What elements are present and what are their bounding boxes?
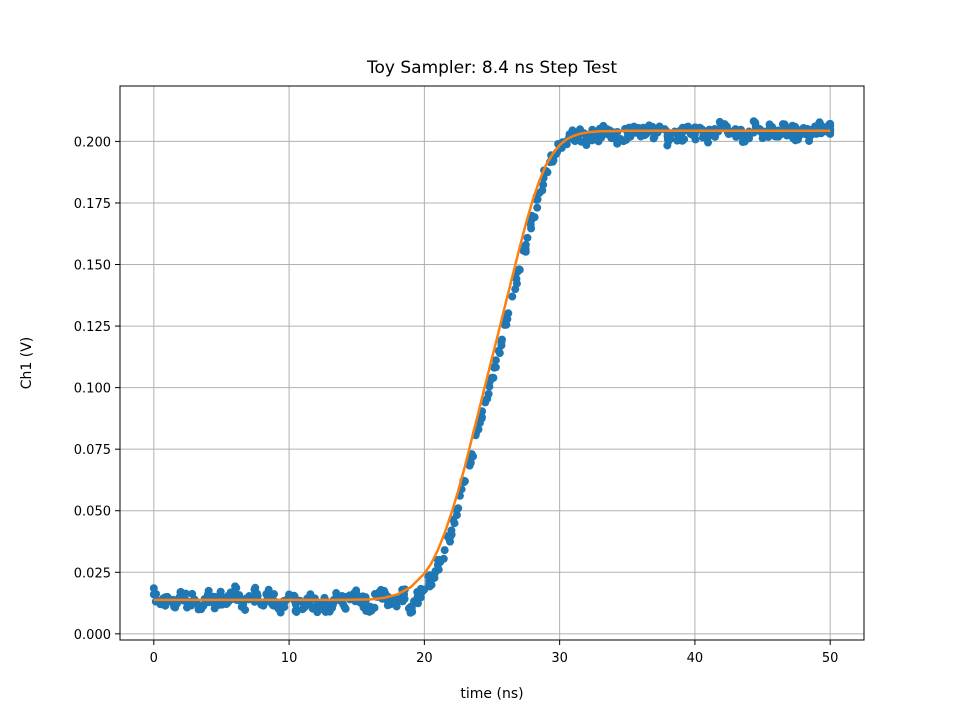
y-tick-label: 0.150 xyxy=(74,259,111,274)
data-point xyxy=(485,382,494,391)
data-point xyxy=(430,573,439,582)
data-point xyxy=(533,203,542,212)
x-tick-label: 20 xyxy=(416,651,433,666)
data-point xyxy=(152,589,161,598)
data-point xyxy=(289,591,298,600)
data-point xyxy=(460,477,469,486)
data-point xyxy=(543,168,552,177)
data-point xyxy=(576,125,585,134)
data-point xyxy=(538,186,547,195)
data-point xyxy=(495,349,504,358)
measured-samples xyxy=(149,117,835,617)
x-axis-label: time (ns) xyxy=(460,686,523,702)
data-point xyxy=(259,601,268,610)
data-point xyxy=(583,132,592,141)
x-tick-label: 0 xyxy=(150,651,158,666)
y-axis-label: Ch1 (V) xyxy=(19,337,35,390)
data-point xyxy=(738,131,747,140)
data-point xyxy=(413,599,422,608)
data-point xyxy=(439,554,448,563)
data-point xyxy=(270,590,279,599)
data-point xyxy=(370,603,379,612)
data-point xyxy=(569,127,578,136)
y-tick-label: 0.200 xyxy=(74,135,111,150)
data-point xyxy=(765,120,774,129)
data-point xyxy=(527,224,536,233)
fit-curve xyxy=(153,129,831,602)
plot-frame xyxy=(119,85,865,641)
data-point xyxy=(452,511,461,520)
data-point xyxy=(624,131,633,140)
data-point xyxy=(720,120,729,129)
data-point xyxy=(253,592,262,601)
y-tick-label: 0.075 xyxy=(74,443,111,458)
y-tick-label: 0.025 xyxy=(74,566,111,581)
data-point xyxy=(434,565,443,574)
data-point xyxy=(469,452,478,461)
data-point xyxy=(680,135,689,144)
data-point xyxy=(704,138,713,147)
data-point xyxy=(806,131,815,140)
data-point xyxy=(400,594,409,603)
data-point xyxy=(758,134,767,143)
data-point xyxy=(407,603,416,612)
data-point xyxy=(745,134,754,143)
x-tick-label: 30 xyxy=(551,651,568,666)
data-point xyxy=(497,341,506,350)
data-point xyxy=(204,586,213,595)
data-point xyxy=(508,292,517,301)
data-point xyxy=(173,599,182,608)
data-point xyxy=(502,320,511,329)
data-point xyxy=(491,356,500,365)
data-point xyxy=(666,134,675,143)
x-tick-label: 50 xyxy=(822,651,839,666)
data-point xyxy=(340,603,349,612)
x-axis: 0 10 20 30 40 50 xyxy=(150,640,839,666)
data-point xyxy=(241,605,250,614)
data-point xyxy=(224,591,233,600)
data-point xyxy=(793,135,802,144)
data-point xyxy=(691,135,700,144)
data-point xyxy=(489,373,498,382)
chart-title: Toy Sampler: 8.4 ns Step Test xyxy=(366,58,617,78)
fit-line xyxy=(153,129,831,602)
x-tick-label: 10 xyxy=(281,651,298,666)
data-point xyxy=(738,137,747,146)
x-tick-label: 40 xyxy=(687,651,704,666)
data-point xyxy=(483,394,492,403)
y-tick-label: 0.000 xyxy=(74,628,111,643)
data-point xyxy=(232,583,241,592)
data-point xyxy=(515,265,524,274)
y-axis: 0.000 0.025 0.050 0.075 0.100 0.125 0.150 0.175… xyxy=(74,135,120,643)
data-point xyxy=(447,530,456,539)
data-point xyxy=(521,240,530,249)
data-point xyxy=(450,519,459,528)
data-point xyxy=(497,335,506,344)
y-tick-label: 0.175 xyxy=(74,197,111,212)
data-point xyxy=(440,546,449,555)
data-point xyxy=(826,119,835,128)
data-point xyxy=(477,413,486,422)
data-point xyxy=(381,589,390,598)
grid xyxy=(120,86,864,640)
data-point xyxy=(490,362,499,371)
y-tick-label: 0.125 xyxy=(74,320,111,335)
data-point xyxy=(650,132,659,141)
y-tick-label: 0.100 xyxy=(74,382,111,397)
data-point xyxy=(454,504,463,513)
data-point xyxy=(817,121,826,130)
data-point xyxy=(530,213,539,222)
data-point xyxy=(474,425,483,434)
data-point xyxy=(523,233,532,242)
data-point xyxy=(161,601,170,610)
data-point xyxy=(512,279,521,288)
data-point xyxy=(427,580,436,589)
y-tick-label: 0.050 xyxy=(74,505,111,520)
data-point xyxy=(521,247,530,256)
data-point xyxy=(352,590,361,599)
